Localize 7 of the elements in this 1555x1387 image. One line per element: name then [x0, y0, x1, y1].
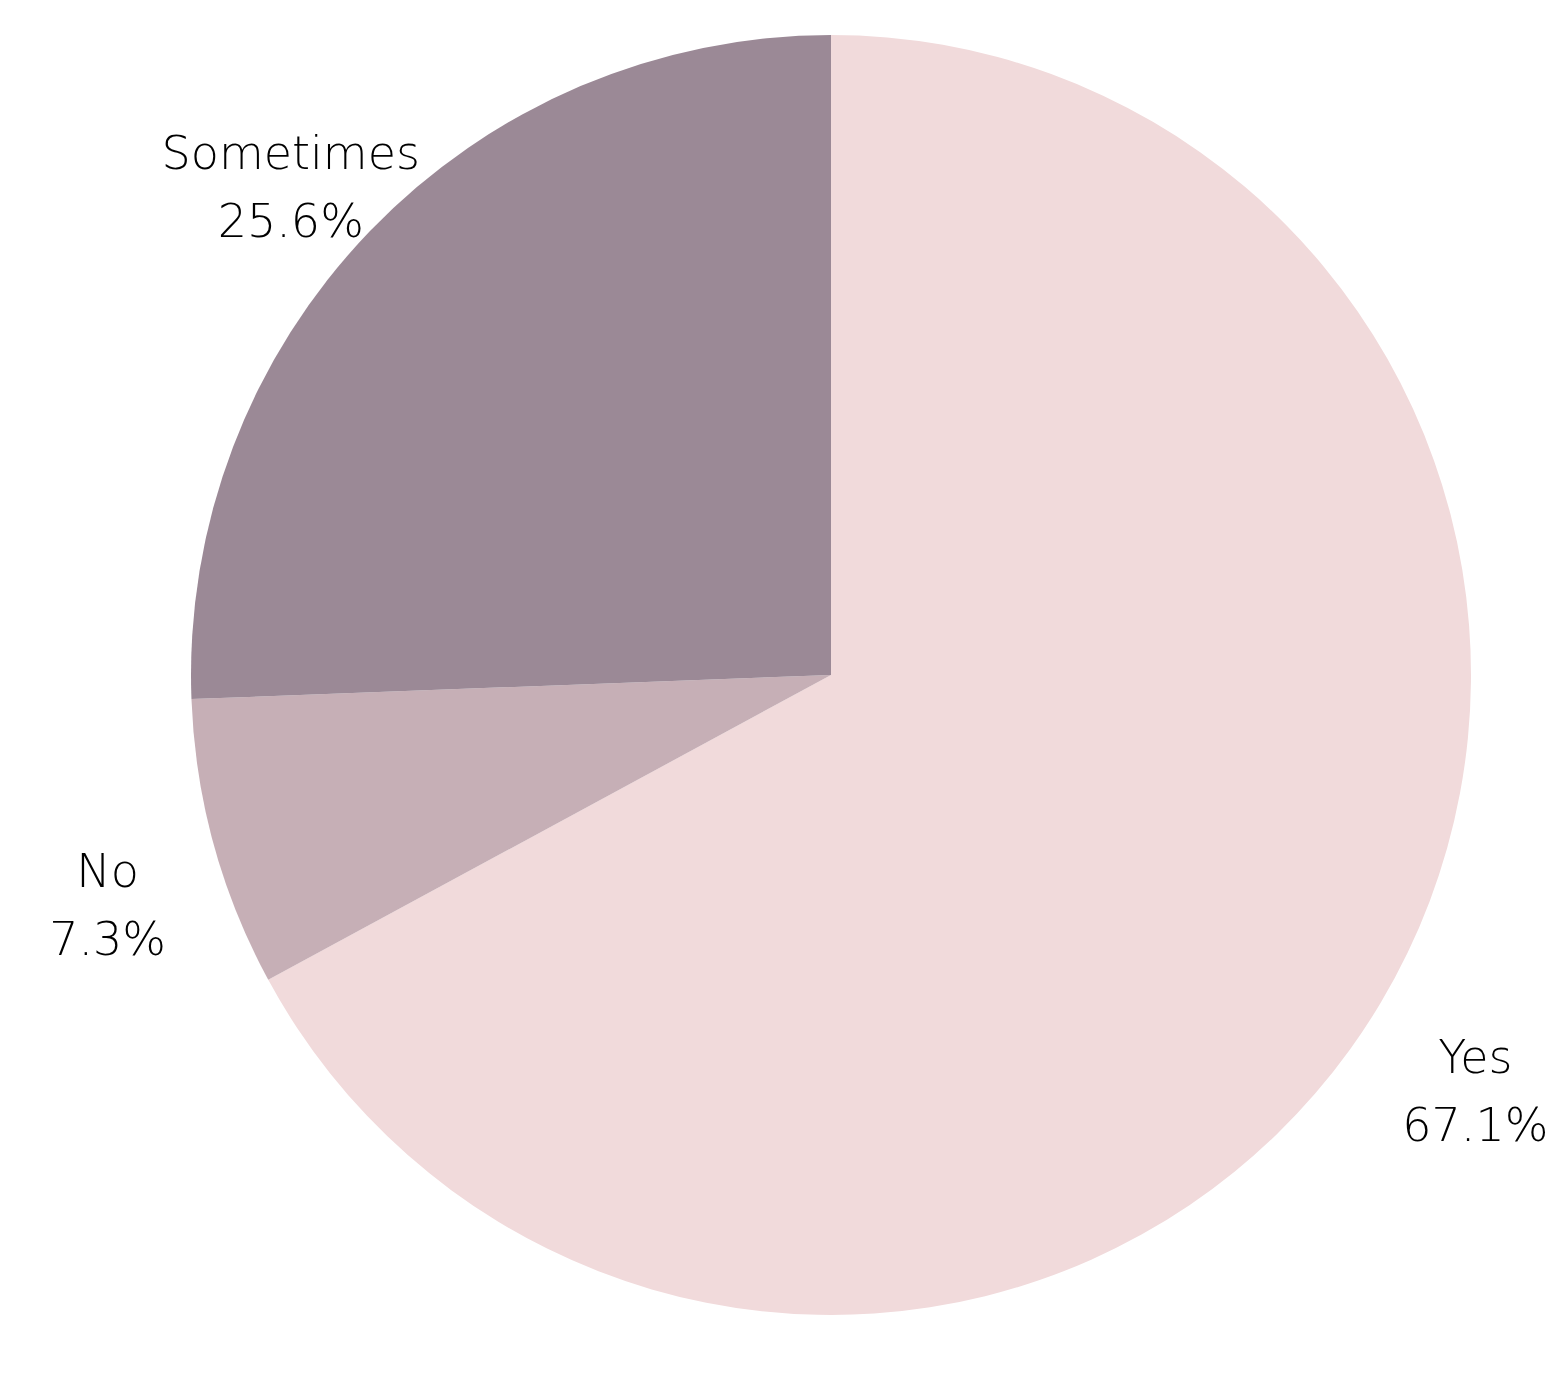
data-label: 25.6% — [217, 193, 364, 248]
slice-label: Yes — [1438, 1029, 1513, 1084]
pie-slice — [191, 675, 831, 980]
slice-label: No — [76, 843, 139, 898]
data-label: 67.1% — [1402, 1097, 1549, 1152]
data-label: 7.3% — [49, 911, 167, 966]
slice-label: Sometimes — [161, 125, 420, 180]
